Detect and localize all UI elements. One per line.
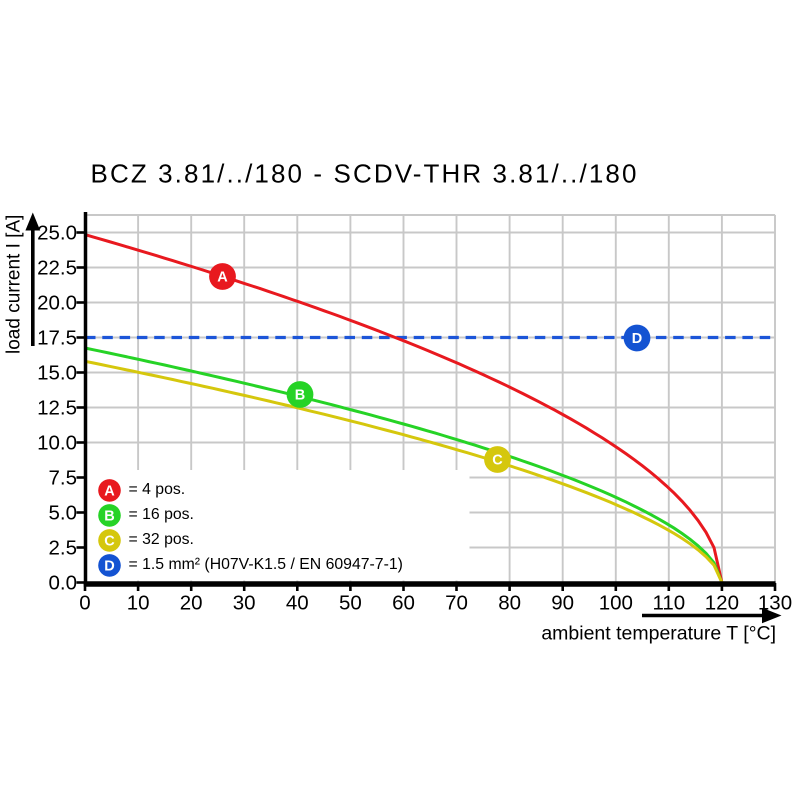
svg-text:load current I [A]: load current I [A] (4, 215, 25, 354)
svg-text:0: 0 (79, 592, 90, 615)
svg-text:30: 30 (233, 592, 256, 615)
svg-text:60: 60 (392, 592, 415, 615)
svg-text:17.5: 17.5 (37, 327, 77, 350)
svg-text:ambient temperature T [°C]: ambient temperature T [°C] (541, 623, 776, 645)
svg-text:D: D (632, 331, 642, 347)
svg-text:B: B (295, 388, 305, 404)
svg-text:20: 20 (180, 592, 203, 615)
svg-text:20.0: 20.0 (37, 292, 77, 315)
svg-text:12.5: 12.5 (37, 397, 77, 420)
svg-text:= 32 pos.: = 32 pos. (129, 531, 194, 548)
svg-text:= 4 pos.: = 4 pos. (129, 481, 186, 498)
svg-text:80: 80 (498, 592, 521, 615)
svg-text:90: 90 (551, 592, 574, 615)
svg-text:40: 40 (286, 592, 309, 615)
svg-text:22.5: 22.5 (37, 257, 77, 280)
svg-text:70: 70 (445, 592, 468, 615)
svg-text:C: C (104, 534, 115, 550)
svg-text:= 1.5 mm² (H07V-K1.5 / EN 6094: = 1.5 mm² (H07V-K1.5 / EN 60947-7-1) (129, 556, 403, 573)
svg-text:7.5: 7.5 (49, 467, 78, 490)
svg-text:A: A (217, 270, 228, 286)
svg-text:= 16 pos.: = 16 pos. (129, 506, 194, 523)
svg-text:15.0: 15.0 (37, 362, 77, 385)
svg-text:0.0: 0.0 (49, 572, 78, 595)
svg-text:A: A (104, 484, 115, 500)
svg-text:100: 100 (599, 592, 633, 615)
svg-text:B: B (104, 509, 114, 525)
svg-text:C: C (492, 453, 503, 469)
svg-text:BCZ 3.81/../180 - SCDV-THR 3.8: BCZ 3.81/../180 - SCDV-THR 3.81/../180 (91, 159, 639, 189)
svg-text:130: 130 (758, 592, 792, 615)
svg-text:110: 110 (652, 592, 685, 615)
svg-text:25.0: 25.0 (37, 222, 77, 245)
svg-text:D: D (104, 559, 114, 575)
svg-text:10.0: 10.0 (37, 432, 77, 455)
svg-text:120: 120 (705, 592, 739, 615)
svg-text:2.5: 2.5 (49, 537, 78, 560)
svg-text:10: 10 (127, 592, 150, 615)
svg-text:5.0: 5.0 (49, 502, 78, 525)
svg-text:50: 50 (339, 592, 362, 615)
